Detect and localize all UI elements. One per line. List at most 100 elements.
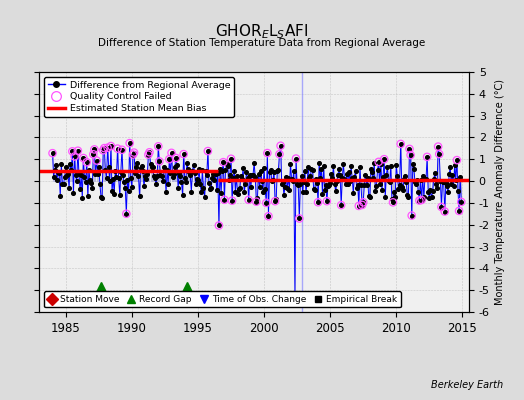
Point <box>275 151 283 157</box>
Point <box>72 178 81 184</box>
Point <box>76 186 84 192</box>
Point <box>389 199 397 206</box>
Point <box>231 189 239 196</box>
Point <box>342 181 350 188</box>
Point <box>410 166 418 172</box>
Point <box>310 185 318 192</box>
Point <box>285 186 293 193</box>
Point <box>201 168 210 174</box>
Point <box>170 171 178 177</box>
Point <box>409 160 417 167</box>
Point <box>358 202 366 208</box>
Point <box>228 198 236 204</box>
Point <box>121 184 129 191</box>
Point <box>442 180 450 187</box>
Point <box>112 174 121 181</box>
Point <box>455 208 463 214</box>
Point <box>146 160 155 167</box>
Point <box>190 170 199 176</box>
Point <box>365 193 373 199</box>
Point <box>318 190 326 197</box>
Point <box>283 185 291 191</box>
Point <box>336 171 344 178</box>
Point <box>77 172 85 179</box>
Point <box>155 158 163 164</box>
Point <box>372 183 380 189</box>
Point <box>324 183 332 189</box>
Point <box>128 184 136 190</box>
Point <box>101 167 110 174</box>
Point <box>182 179 190 185</box>
Point <box>118 146 126 153</box>
Point <box>267 167 275 173</box>
Point <box>177 179 185 185</box>
Point <box>418 197 426 203</box>
Point <box>140 183 148 189</box>
Point <box>124 188 133 194</box>
Point <box>337 202 345 208</box>
Point <box>421 176 429 183</box>
Point <box>454 188 462 194</box>
Point <box>60 174 69 180</box>
Point <box>408 212 416 219</box>
Point <box>241 181 249 188</box>
Point <box>382 172 390 178</box>
Point <box>145 149 154 156</box>
Point <box>154 143 162 150</box>
Point <box>439 179 447 185</box>
Point <box>432 181 440 187</box>
Point <box>86 176 94 183</box>
Point <box>57 161 66 167</box>
Point <box>247 184 255 190</box>
Point <box>360 182 368 189</box>
Point <box>308 167 316 173</box>
Point <box>344 181 352 188</box>
Point <box>183 160 191 166</box>
Point <box>260 165 268 171</box>
Point <box>127 175 135 182</box>
Point <box>311 187 319 194</box>
Point <box>239 165 247 171</box>
Point <box>443 183 451 190</box>
Point <box>78 194 86 201</box>
Point <box>396 182 404 188</box>
Point <box>50 167 59 174</box>
Point <box>216 166 224 172</box>
Point <box>358 202 366 208</box>
Point <box>304 163 312 170</box>
Point <box>80 174 89 180</box>
Point <box>440 179 448 185</box>
Point <box>350 174 358 180</box>
Point <box>381 194 389 200</box>
Point <box>119 172 127 178</box>
Point <box>82 159 91 166</box>
Point <box>141 173 149 179</box>
Point <box>414 189 422 195</box>
Point <box>249 172 257 178</box>
Point <box>217 190 225 196</box>
Point <box>133 160 141 166</box>
Point <box>214 170 222 176</box>
Point <box>244 197 253 203</box>
Point <box>103 144 112 151</box>
Point <box>413 177 421 183</box>
Point <box>82 159 91 166</box>
Point <box>100 145 108 151</box>
Point <box>447 181 455 187</box>
Point <box>97 194 105 200</box>
Point <box>195 166 203 172</box>
Point <box>351 168 359 175</box>
Point <box>436 178 444 184</box>
Point <box>434 143 442 150</box>
Point <box>433 185 441 192</box>
Point <box>118 146 126 153</box>
Point <box>166 170 174 176</box>
Point <box>392 162 400 168</box>
Point <box>188 168 196 174</box>
Point <box>237 172 245 179</box>
Point <box>109 176 117 182</box>
Point <box>391 194 399 200</box>
Point <box>89 151 97 158</box>
Point <box>422 176 430 183</box>
Point <box>147 164 156 170</box>
